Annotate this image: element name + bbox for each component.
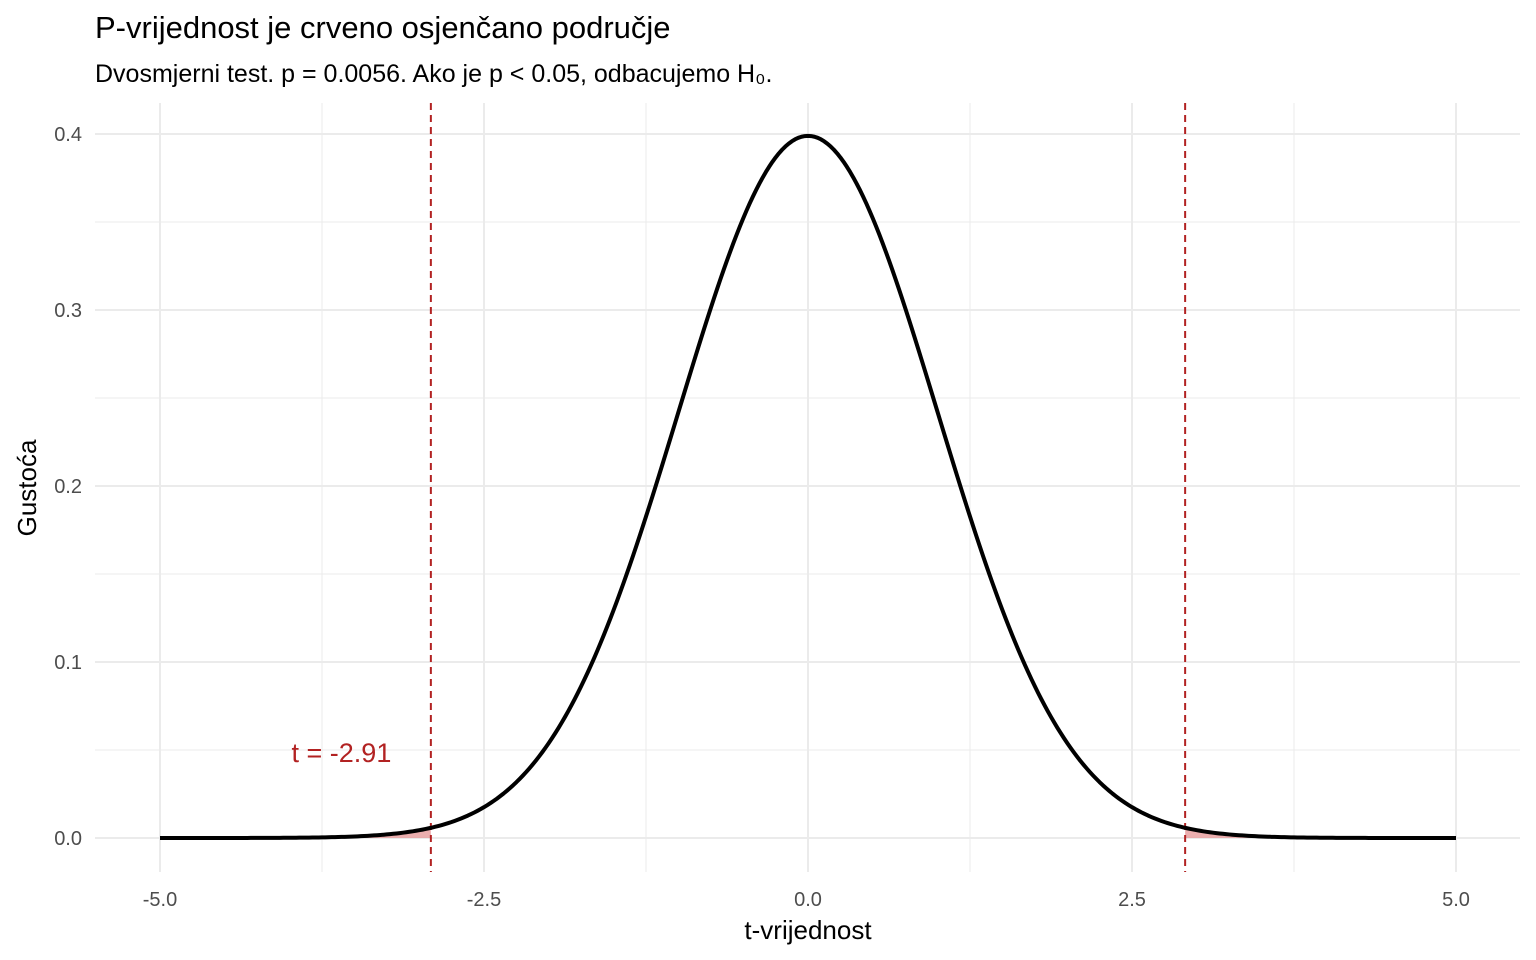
chart-title: P-vrijednost je crveno osjenčano područj… [95, 10, 671, 45]
left-tail-shade [160, 827, 431, 838]
y-tick-label: 0.0 [54, 828, 82, 850]
y-tick-label: 0.3 [54, 300, 82, 322]
y-tick-label: 0.2 [54, 476, 82, 498]
x-axis-title: t-vrijednost [744, 915, 872, 945]
x-tick-label: 5.0 [1442, 889, 1470, 911]
x-tick-label: -2.5 [467, 889, 501, 911]
right-tail-shade [1185, 827, 1456, 838]
t-value-annotation: t = -2.91 [292, 738, 392, 768]
x-tick-label: 2.5 [1118, 889, 1146, 911]
x-tick-label: 0.0 [794, 889, 822, 911]
y-tick-label: 0.4 [54, 124, 82, 146]
y-tick-label: 0.1 [54, 652, 82, 674]
chart-subtitle: Dvosmjerni test. p = 0.0056. Ako je p < … [95, 60, 773, 88]
density-curve [160, 133, 1456, 840]
x-tick-label: -5.0 [143, 889, 177, 911]
y-axis-title: Gustoća [12, 439, 42, 536]
